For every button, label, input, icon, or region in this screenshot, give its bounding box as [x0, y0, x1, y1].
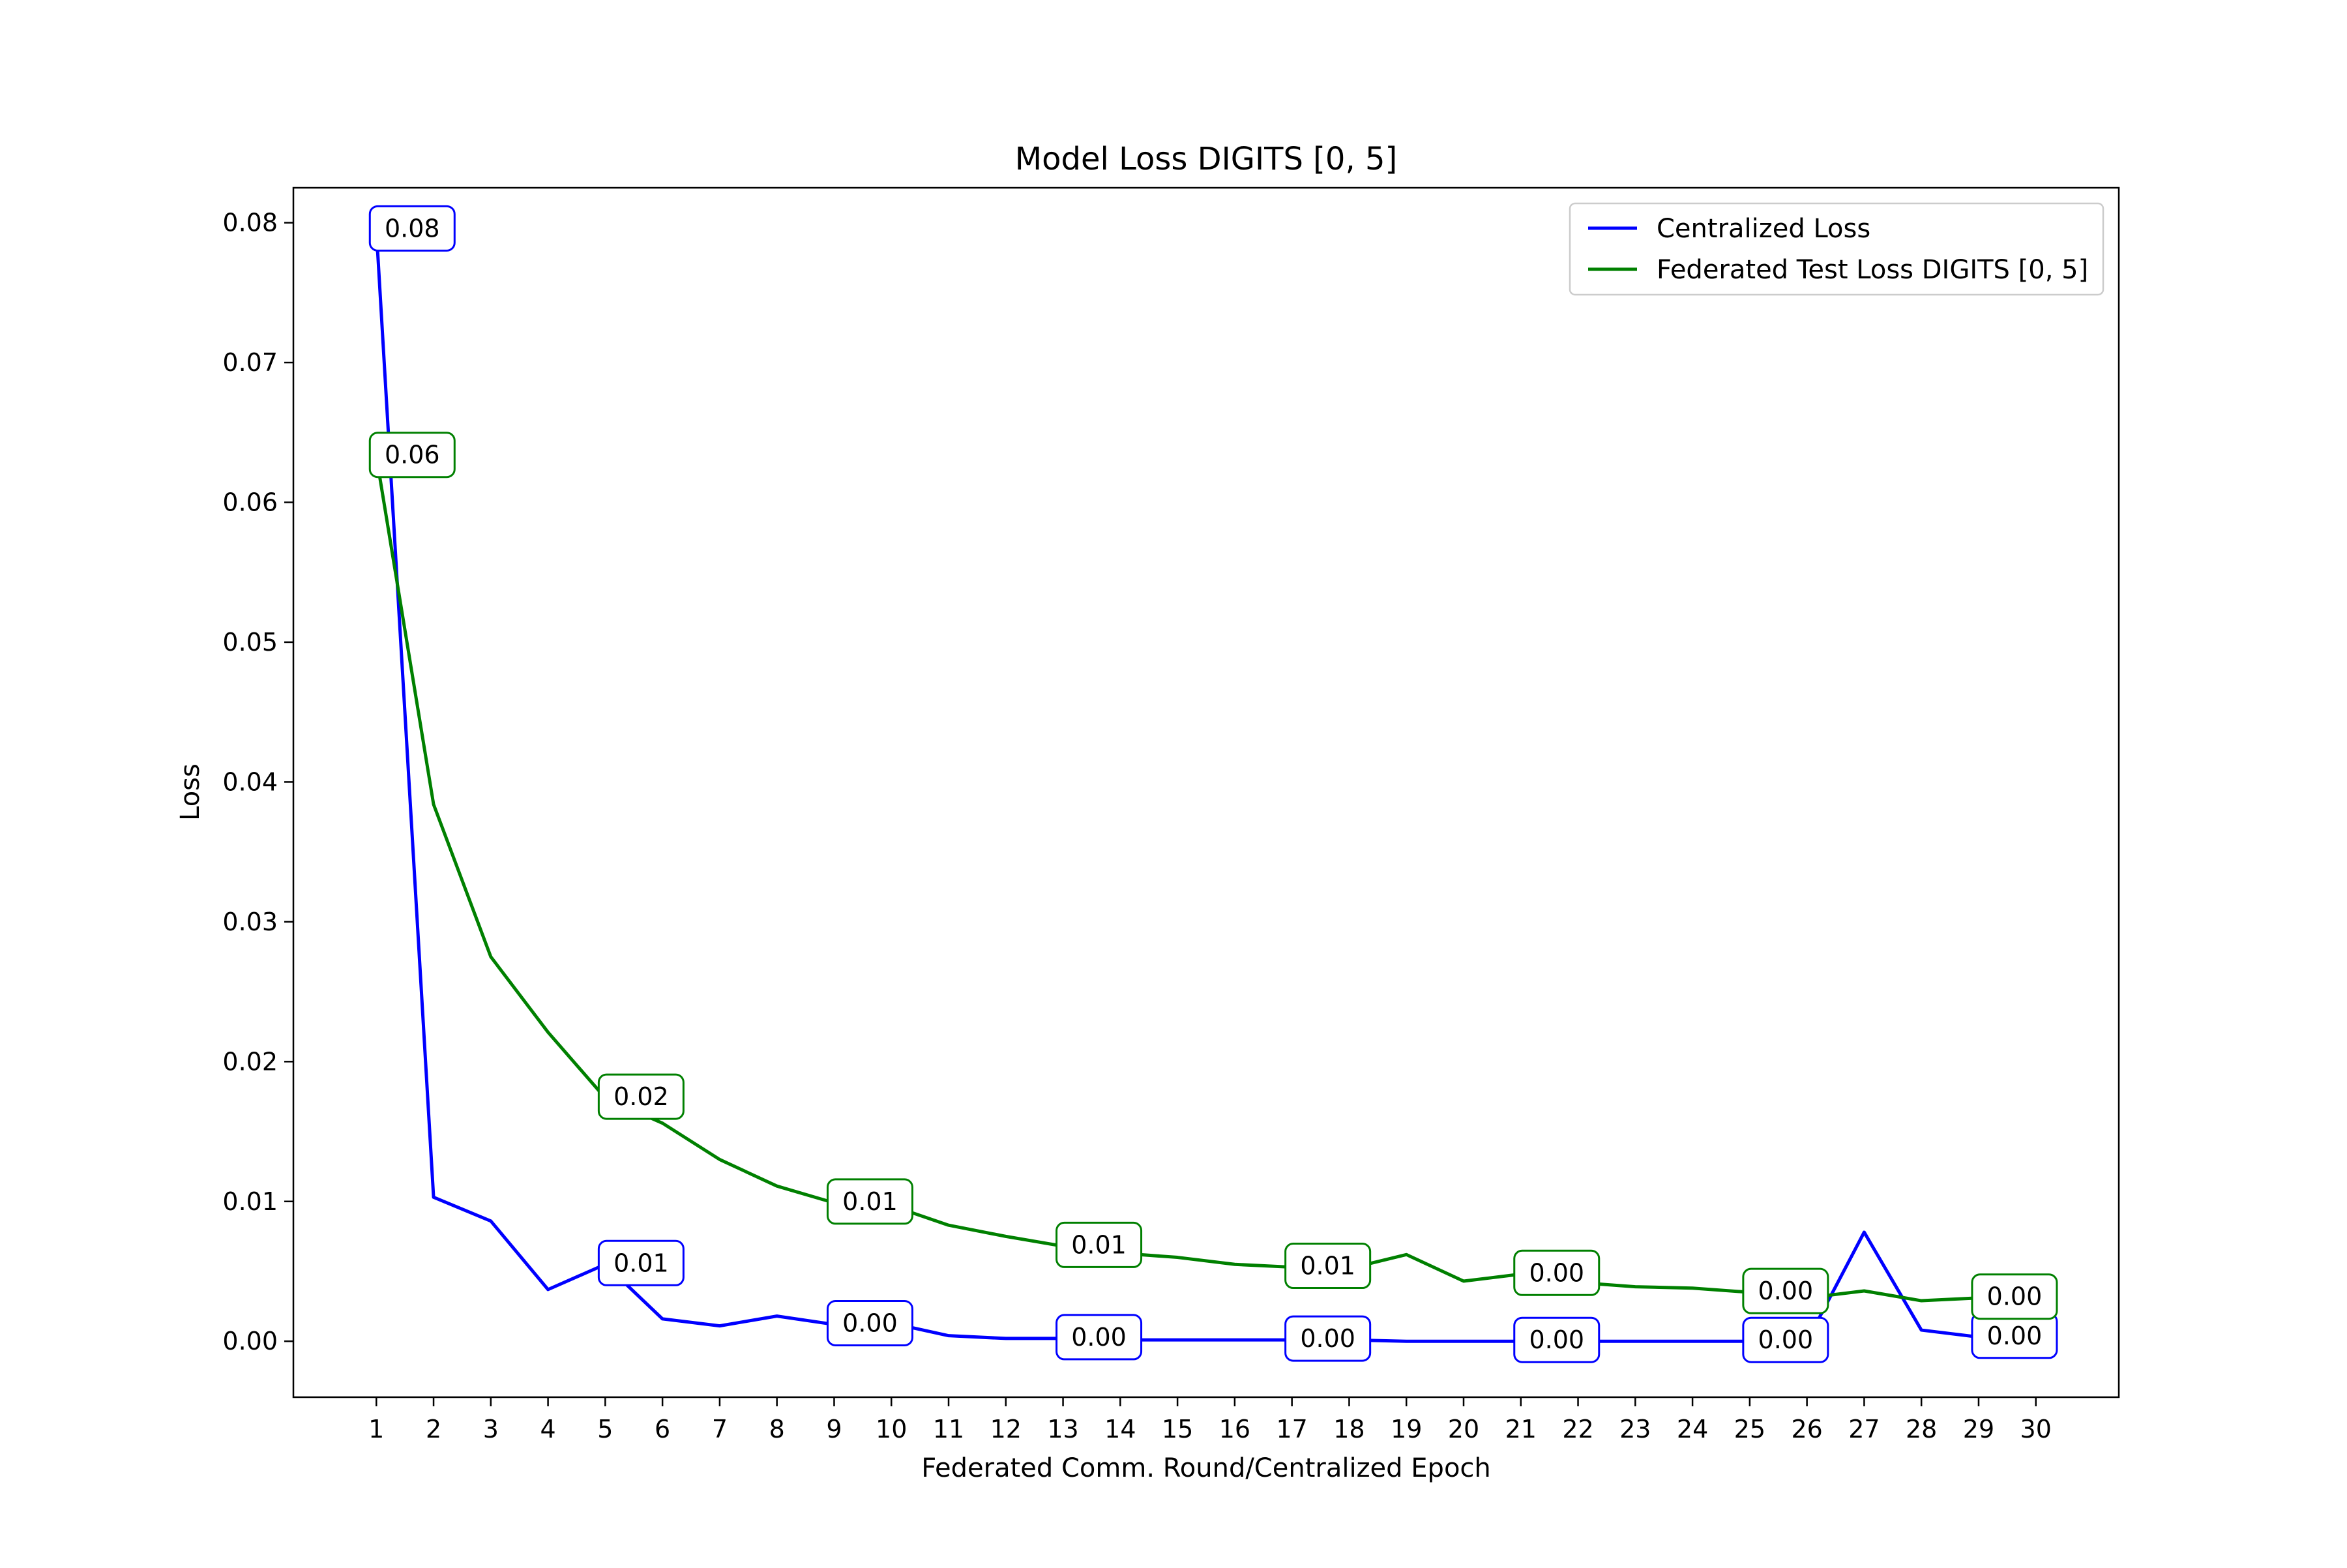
data-label: 0.01	[1057, 1222, 1142, 1267]
x-tick-label: 30	[2020, 1415, 2052, 1443]
y-tick-label: 0.05	[222, 628, 278, 657]
x-tick-label: 16	[1219, 1415, 1250, 1443]
data-label: 0.01	[827, 1179, 912, 1224]
data-label-text: 0.02	[613, 1082, 669, 1111]
x-tick-label: 7	[712, 1415, 728, 1443]
x-tick-label: 14	[1104, 1415, 1136, 1443]
x-tick-label: 17	[1276, 1415, 1307, 1443]
x-tick-label: 12	[990, 1415, 1022, 1443]
y-tick-label: 0.07	[222, 348, 278, 377]
data-label-text: 0.01	[613, 1249, 669, 1277]
x-tick-label: 28	[1906, 1415, 1937, 1443]
x-tick-label: 26	[1791, 1415, 1822, 1443]
y-tick-label: 0.02	[222, 1047, 278, 1076]
data-label-text: 0.08	[385, 214, 440, 243]
data-label-text: 0.00	[1529, 1325, 1584, 1354]
y-tick-label: 0.03	[222, 908, 278, 936]
x-tick-label: 27	[1848, 1415, 1880, 1443]
data-label-text: 0.01	[1300, 1252, 1355, 1280]
chart-title: Model Loss DIGITS [0, 5]	[1015, 141, 1397, 177]
x-tick-label: 23	[1619, 1415, 1651, 1443]
data-label: 0.01	[598, 1241, 683, 1285]
data-label-text: 0.00	[1071, 1323, 1127, 1352]
data-label-text: 0.01	[842, 1187, 898, 1216]
x-tick-label: 22	[1562, 1415, 1593, 1443]
y-tick-label: 0.04	[222, 767, 278, 796]
data-label-text: 0.00	[1300, 1324, 1355, 1353]
x-tick-label: 4	[540, 1415, 556, 1443]
y-axis-label: Loss	[175, 763, 205, 821]
data-label-text: 0.00	[1758, 1277, 1814, 1305]
data-label: 0.01	[1286, 1244, 1370, 1288]
x-tick-label: 18	[1333, 1415, 1365, 1443]
x-tick-label: 6	[655, 1415, 670, 1443]
data-label: 0.06	[370, 433, 454, 477]
data-label-text: 0.00	[1987, 1282, 2043, 1311]
x-tick-label: 3	[483, 1415, 499, 1443]
y-tick-label: 0.01	[222, 1187, 278, 1216]
legend-label: Centralized Loss	[1657, 214, 1870, 244]
legend-label: Federated Test Loss DIGITS [0, 5]	[1657, 255, 2088, 285]
y-tick-label: 0.08	[222, 209, 278, 237]
x-tick-label: 8	[769, 1415, 785, 1443]
data-label: 0.00	[1514, 1250, 1599, 1295]
x-tick-label: 24	[1677, 1415, 1708, 1443]
x-tick-label: 19	[1391, 1415, 1422, 1443]
x-tick-label: 29	[1963, 1415, 1994, 1443]
data-label-text: 0.00	[1529, 1258, 1584, 1287]
legend-item: Federated Test Loss DIGITS [0, 5]	[1588, 255, 2088, 285]
x-tick-label: 10	[876, 1415, 907, 1443]
x-tick-label: 15	[1162, 1415, 1193, 1443]
x-tick-label: 20	[1448, 1415, 1479, 1443]
x-tick-label: 1	[368, 1415, 384, 1443]
x-tick-label: 5	[597, 1415, 613, 1443]
x-axis-label: Federated Comm. Round/Centralized Epoch	[921, 1453, 1491, 1483]
data-label: 0.00	[1743, 1269, 1828, 1313]
y-tick-label: 0.06	[222, 488, 278, 517]
x-tick-label: 13	[1047, 1415, 1078, 1443]
data-label-text: 0.00	[842, 1309, 898, 1337]
x-tick-label: 2	[426, 1415, 441, 1443]
data-label: 0.00	[1057, 1315, 1142, 1359]
data-label-text: 0.06	[385, 441, 440, 469]
data-label: 0.00	[1743, 1318, 1828, 1362]
x-tick-label: 9	[826, 1415, 842, 1443]
data-label-text: 0.00	[1987, 1322, 2043, 1350]
x-tick-label: 25	[1734, 1415, 1765, 1443]
data-label: 0.00	[1514, 1318, 1599, 1362]
x-tick-label: 21	[1505, 1415, 1537, 1443]
data-label: 0.00	[1286, 1316, 1370, 1361]
data-label: 0.00	[827, 1301, 912, 1345]
x-tick-label: 11	[933, 1415, 964, 1443]
data-label-text: 0.01	[1071, 1230, 1127, 1259]
legend: Centralized Loss Federated Test Loss DIGI…	[1570, 203, 2103, 295]
data-label: 0.00	[1972, 1275, 2057, 1319]
data-label: 0.08	[370, 206, 454, 250]
data-label: 0.02	[598, 1074, 683, 1119]
y-tick-label: 0.00	[222, 1327, 278, 1355]
data-label: 0.00	[1972, 1314, 2057, 1358]
data-label-text: 0.00	[1758, 1325, 1814, 1354]
